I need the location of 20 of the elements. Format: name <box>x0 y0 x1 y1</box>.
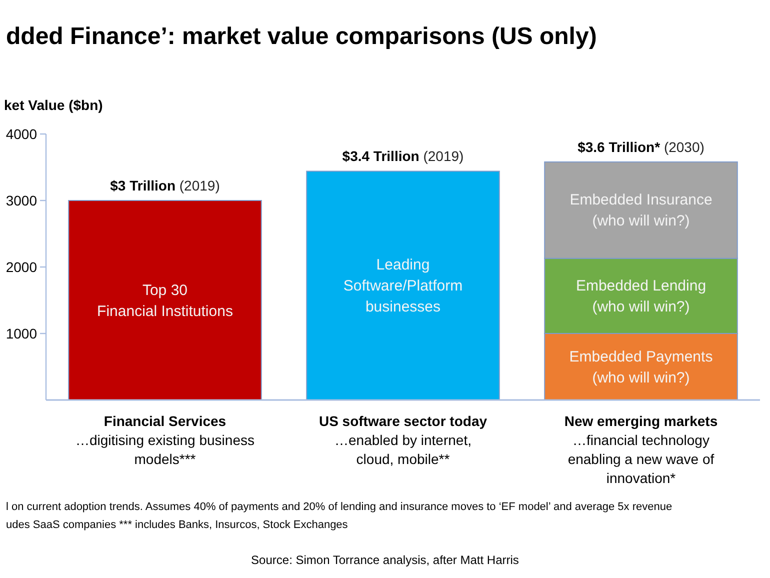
y-axis-title: ket Value ($bn) <box>4 97 103 113</box>
total-label: $3 Trillion (2019) <box>110 178 220 194</box>
y-tick-label: 3000 <box>6 192 38 208</box>
series-label: Embedded Lending (who will win?) <box>576 277 706 316</box>
text: l on current adoption trends. Assumes 40% of payments and 20% of lending and insurance moves to ‘EF model’ and average 5x revenue <box>6 501 672 513</box>
source-note: Source: Simon Torrance analysis, after Matt Harris <box>251 553 519 567</box>
text: udes SaaS companies *** includes Banks, Insurcos, Stock Exchanges <box>6 519 348 531</box>
series-label: Top 30 Financial Institutions <box>97 282 233 320</box>
x-tick-label: US software sector today …enabled by internet, cloud, mobile** <box>318 413 488 467</box>
y-tick-label: 1000 <box>6 326 38 342</box>
total-label: $3.6 Trillion* (2030) <box>578 138 704 155</box>
series-label: Embedded Insurance (who will win?) <box>570 192 712 230</box>
x-tick-label: Financial Services …digitising existing business models*** <box>76 413 254 467</box>
total-label: $3.4 Trillion (2019) <box>342 148 464 164</box>
series-label: Embedded Payments (who will win?) <box>569 348 713 386</box>
y-tick-label: 4000 <box>6 126 38 142</box>
x-tick-label: New emerging markets …financial technology enabling a new wave of innovation* <box>564 413 718 486</box>
y-tick-label: 2000 <box>6 259 38 275</box>
series-label: Leading Software/Platform businesses <box>343 256 463 316</box>
chart-title: dded Finance’: market value comparisons (US only) <box>6 23 597 50</box>
